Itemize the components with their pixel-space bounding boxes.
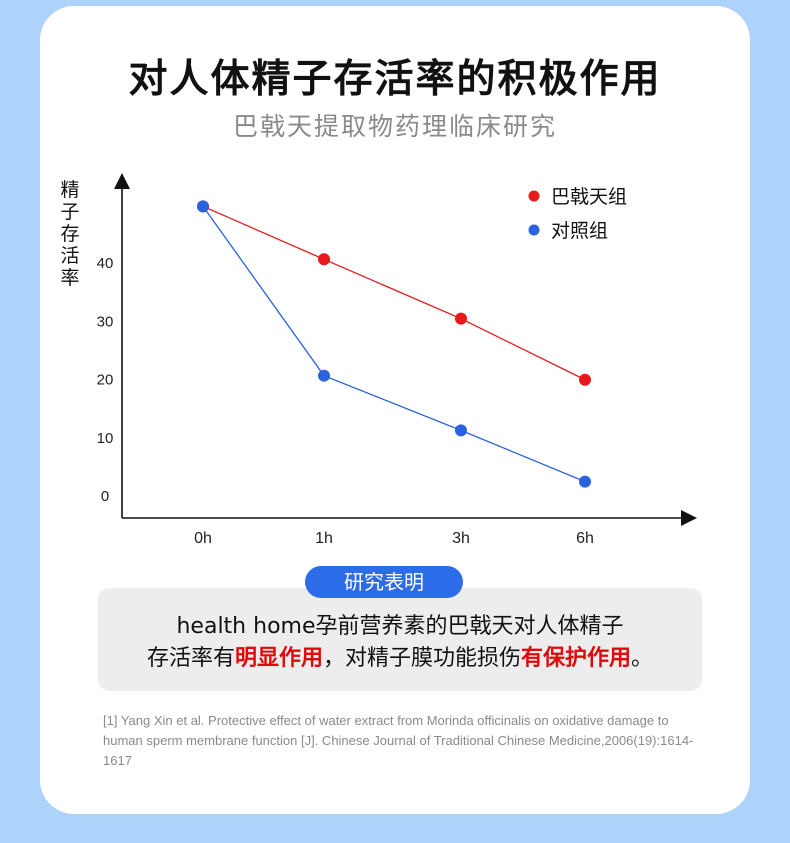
y-axis-label-char: 活 [60,245,79,267]
finding-text: 。 [631,646,654,671]
x-axis-arrow [681,510,697,526]
y-tick-label: 10 [97,430,114,447]
page-title: 对人体精子存活率的积极作用 [128,57,662,102]
y-axis-label-char: 子 [60,201,79,223]
y-tick-label: 40 [97,255,114,272]
finding-highlight-1: 明显作用 [234,646,323,671]
legend-marker [528,224,540,236]
y-tick-label: 20 [97,372,114,389]
x-tick-label: 6h [576,530,594,547]
data-point [579,373,591,386]
reference-citation: [1] Yang Xin et al. Protective effect of… [103,713,694,768]
research-badge: 研究表明 [305,566,463,598]
y-axis-arrow [114,173,130,189]
series-line [202,205,586,381]
data-point [197,200,209,213]
series-line [202,205,586,483]
x-tick-label: 1h [315,530,333,547]
data-point [318,253,330,266]
legend-marker [528,190,540,202]
x-tick-label: 3h [452,530,470,547]
y-axis-label-char: 精 [60,179,79,201]
finding-highlight-2: 有保护作用 [521,646,632,671]
legend-label: 对照组 [551,220,608,242]
y-tick-label: 0 [101,488,109,505]
y-axis-label-char: 率 [60,267,79,289]
finding-line-1: health home孕前营养素的巴戟天对人体精子 [176,614,624,639]
x-tick-label: 0h [194,530,212,547]
y-tick-label: 30 [97,313,114,330]
finding-line-2: 存活率有明显作用，对精子膜功能损伤有保护作用。 [98,640,702,672]
data-point [579,475,591,488]
legend-label: 巴戟天组 [551,186,627,208]
y-axis-label-char: 存 [60,223,79,245]
data-point [455,424,467,437]
data-point [455,312,467,325]
finding-text: ，对精子膜功能损伤 [322,646,521,671]
data-point [318,369,330,382]
page-subtitle: 巴戟天提取物药理临床研究 [232,112,557,141]
finding-text: 存活率有 [146,646,235,671]
findings-box: health home孕前营养素的巴戟天对人体精子 存活率有明显作用，对精子膜功… [98,588,702,691]
